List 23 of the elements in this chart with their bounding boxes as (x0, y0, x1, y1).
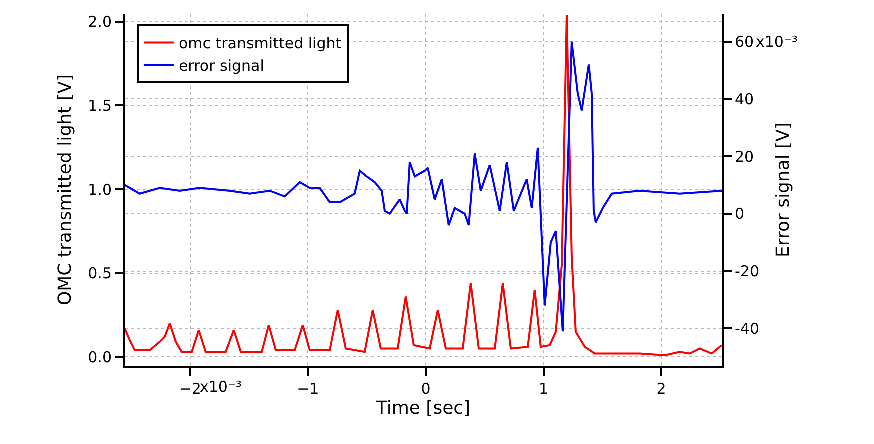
x-tick-label: −1 (297, 380, 320, 398)
y2-tick-label: -20 (735, 262, 760, 281)
legend-label: omc transmitted light (178, 34, 342, 53)
y2-tick-label: 20 (735, 148, 754, 166)
text: x10⁻³ (200, 378, 242, 396)
y2-tick-label: 0 (735, 205, 745, 224)
y2-tick-label: 40 (735, 90, 754, 108)
y2-axis-title: Error signal [V] (773, 122, 794, 258)
y-tick-label: 1.5 (88, 96, 112, 115)
legend-label: error signal (178, 57, 264, 76)
y-tick-label: 2.0 (88, 13, 112, 32)
y-tick-label: 0.5 (88, 264, 112, 283)
y-tick-label: 0.0 (88, 348, 112, 366)
x-tick-label: 0 (421, 380, 431, 398)
y2-tick-label: -40 (735, 320, 760, 338)
y-axis-title: OMC transmitted light [V] (54, 74, 76, 306)
y2-tick-label: 60 (735, 33, 754, 52)
x-tick-label: 2 (656, 380, 666, 398)
y-tick-label: 1.0 (88, 180, 112, 199)
x-tick-label: −2 (179, 380, 202, 398)
x-axis-title: Time [sec] (375, 398, 471, 419)
text: x10⁻³ (756, 33, 798, 51)
x-tick-label: 1 (538, 380, 549, 398)
